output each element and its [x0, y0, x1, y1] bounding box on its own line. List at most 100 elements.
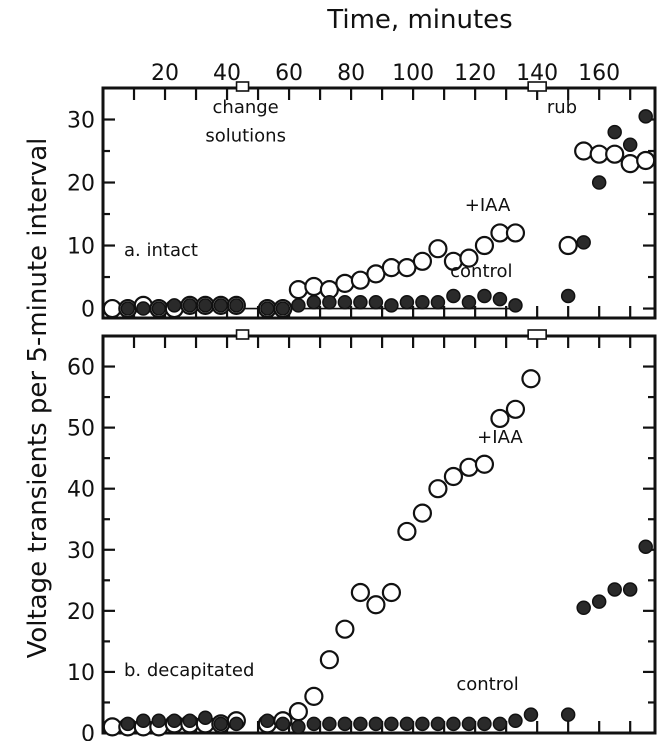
x-tick-label: 60	[275, 61, 303, 86]
control-point	[167, 713, 182, 729]
control-point	[275, 716, 291, 732]
iaa-point	[335, 273, 355, 293]
y-tick-label: 50	[67, 417, 95, 442]
control-point	[151, 713, 167, 729]
y-tick-label: 20	[67, 172, 95, 197]
control-point	[638, 539, 653, 554]
control-point	[430, 716, 446, 732]
annotation: change	[213, 97, 279, 118]
control-point	[415, 716, 430, 732]
control-point	[136, 301, 151, 316]
iaa-point	[288, 280, 308, 300]
control-point	[306, 294, 322, 310]
control-point	[607, 124, 622, 140]
iaa-point	[412, 503, 433, 523]
panel-label: a. intact	[124, 240, 198, 261]
control-point	[560, 707, 576, 722]
control-point	[461, 716, 477, 732]
annotation: control	[456, 674, 518, 695]
control-point	[198, 710, 213, 725]
control-point	[415, 294, 430, 310]
control-point	[508, 298, 523, 313]
control-point	[523, 707, 539, 722]
y-tick-label: 30	[67, 539, 95, 564]
control-point	[576, 600, 591, 616]
control-point	[607, 582, 622, 597]
annotation: rub	[547, 97, 577, 118]
iaa-point	[304, 686, 324, 706]
iaa-point	[304, 276, 324, 297]
control-point	[591, 175, 607, 190]
control-point	[182, 713, 198, 729]
control-point	[198, 298, 213, 313]
x-tick-label: 100	[392, 61, 434, 86]
control-point	[492, 291, 508, 307]
control-point	[560, 288, 576, 304]
control-point	[306, 716, 322, 732]
control-point	[260, 301, 275, 316]
control-point	[353, 294, 368, 310]
change-solutions-marker	[235, 329, 250, 340]
iaa-point	[459, 248, 479, 268]
control-point	[384, 298, 399, 313]
x-tick-label: 160	[578, 61, 620, 86]
x-tick-label: 120	[454, 61, 496, 86]
control-point	[622, 582, 638, 597]
iaa-point	[443, 466, 464, 487]
control-point	[120, 301, 136, 316]
control-point	[622, 137, 638, 152]
annotation: +IAA	[477, 427, 523, 448]
control-point	[337, 294, 353, 310]
control-point	[399, 294, 415, 310]
control-point	[182, 298, 198, 313]
iaa-point	[505, 223, 526, 243]
control-point	[260, 713, 275, 729]
iaa-point	[605, 144, 625, 164]
iaa-point	[620, 154, 640, 174]
rub-marker	[527, 81, 547, 92]
y-tick-label: 60	[67, 356, 95, 381]
y-tick-label: 10	[67, 235, 95, 260]
control-point	[399, 716, 415, 732]
control-point	[492, 716, 508, 732]
iaa-point	[319, 650, 339, 670]
x-tick-label: 140	[516, 61, 558, 86]
iaa-point	[474, 454, 495, 474]
control-point	[384, 716, 399, 732]
control-point	[167, 298, 182, 313]
y-tick-label: 10	[67, 661, 95, 686]
control-point	[446, 288, 461, 304]
control-point	[446, 716, 461, 732]
control-point	[337, 716, 353, 732]
change-solutions-marker	[235, 81, 250, 92]
control-point	[353, 716, 368, 732]
control-point	[229, 716, 244, 732]
control-point	[430, 294, 446, 310]
control-point	[477, 288, 492, 304]
iaa-point	[505, 399, 526, 419]
control-point	[291, 719, 306, 735]
control-point	[477, 716, 492, 732]
iaa-point	[428, 479, 448, 499]
iaa-point	[288, 702, 308, 722]
iaa-point	[636, 150, 656, 171]
y-tick-label: 40	[67, 478, 95, 503]
control-point	[229, 298, 244, 313]
iaa-point	[490, 408, 510, 429]
control-point	[136, 713, 151, 729]
control-point	[275, 301, 291, 316]
x-tick-label: 40	[213, 61, 241, 86]
control-point	[461, 294, 477, 310]
control-point	[291, 298, 306, 313]
panel-a-intact: 0 10 20 30 change solutions rub +IAA control a. i…	[67, 81, 657, 323]
y-tick-label: 0	[81, 298, 95, 323]
annotation: +IAA	[465, 195, 511, 216]
y-tick-label: 20	[67, 600, 95, 625]
control-point	[368, 294, 384, 310]
iaa-point	[428, 239, 448, 259]
iaa-point	[335, 619, 355, 639]
control-point	[120, 716, 136, 732]
iaa-point	[397, 521, 417, 542]
y-axis-title: Voltage transients per 5-minute interval	[23, 138, 53, 659]
